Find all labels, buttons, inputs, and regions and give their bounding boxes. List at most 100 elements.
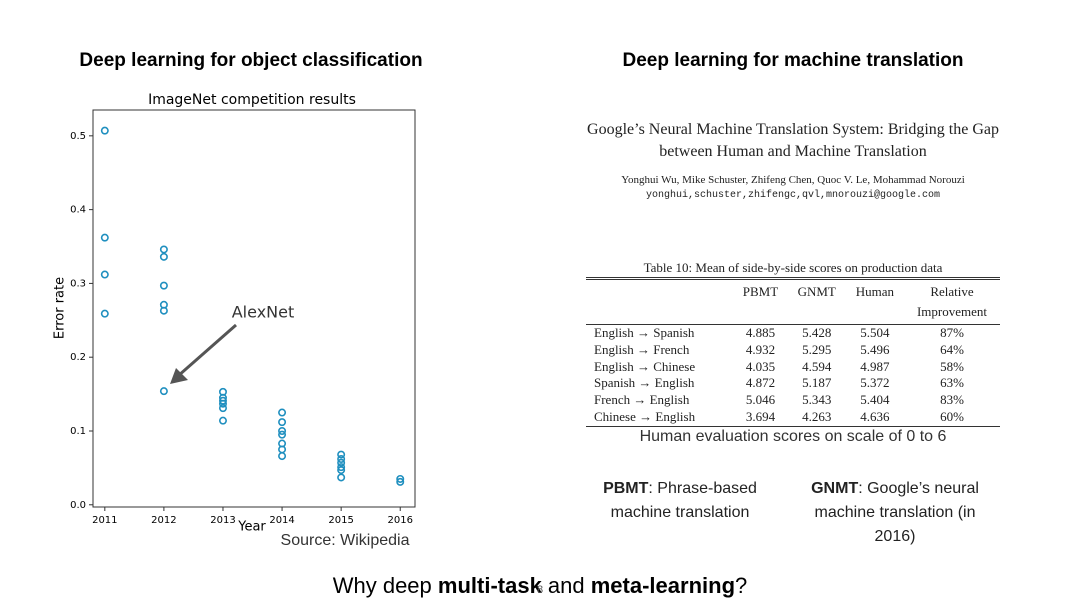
x-tick-label: 2012	[151, 515, 176, 526]
cell: 5.496	[860, 341, 890, 357]
header-cell: Human	[855, 284, 895, 299]
point	[159, 387, 168, 396]
question-part: ?	[735, 573, 747, 598]
y-axis-label: Error rate	[53, 277, 68, 339]
point	[337, 450, 346, 459]
cell: 4.987	[860, 358, 890, 374]
cell: 3.694	[745, 408, 776, 424]
table: PBMT GNMT Human Relative Improvement English…	[586, 277, 1000, 427]
right-title: Deep learning for machine translation	[622, 50, 963, 71]
arrow-head	[170, 368, 188, 384]
point	[159, 252, 168, 261]
point	[218, 404, 227, 413]
point	[337, 458, 346, 467]
point	[100, 233, 109, 242]
cell: 87%	[940, 325, 964, 340]
question-part: meta-learning	[591, 573, 735, 598]
cell: 5.372	[860, 375, 890, 391]
source: Source: Wikipedia	[281, 532, 410, 549]
header-cell: PBMT	[742, 284, 779, 299]
point	[337, 466, 346, 475]
y-tick-label: 0.1	[70, 426, 86, 437]
cell: 4.885	[745, 325, 776, 340]
cell: 64%	[940, 341, 964, 357]
y-tick-label: 0.3	[70, 278, 86, 289]
point	[100, 126, 109, 135]
cell: 5.343	[802, 392, 832, 408]
point	[218, 399, 227, 408]
table-row: English → Spanish 4.885 5.428 5.504 87%	[586, 325, 1000, 342]
table-note: Human evaluation scores on scale of 0 to…	[640, 428, 947, 445]
cell: 4.636	[860, 408, 890, 424]
header-cell: GNMT	[797, 284, 836, 299]
point	[278, 408, 287, 417]
left-title: Deep learning for object classification	[79, 50, 422, 71]
question: Why deep multi-task and meta-learning?	[333, 573, 748, 598]
point	[396, 474, 405, 483]
point	[218, 396, 227, 405]
plot-frame	[92, 109, 416, 508]
cell: 4.872	[745, 375, 776, 391]
cell: 83%	[940, 392, 964, 408]
table-row: French → English 5.046 5.343 5.404 83%	[586, 392, 1000, 409]
point	[218, 416, 227, 425]
cell: English → Spanish	[594, 325, 695, 340]
definition-term: PBMT	[603, 480, 649, 497]
point	[337, 455, 346, 464]
cell: 4.594	[802, 358, 832, 374]
definition: PBMT: Phrase-based machine translation	[585, 477, 775, 525]
header-row: PBMT GNMT Human Relative Improvement	[586, 279, 1000, 325]
table-row: English → French 4.932 5.295 5.496 64%	[586, 342, 1000, 359]
y-tick-label: 0.2	[70, 352, 86, 363]
slide-number: 8	[537, 584, 543, 596]
question-part: and	[542, 573, 591, 598]
point	[159, 306, 168, 315]
question-part: multi-task	[438, 573, 543, 598]
paper-authors: Yonghui Wu, Mike Schuster, Zhifeng Chen,…	[621, 174, 965, 186]
point	[100, 270, 109, 279]
table-row: Chinese → English 3.694 4.263 4.636 60%	[586, 409, 1000, 426]
x-tick-label: 2016	[388, 515, 413, 526]
cell: Chinese → English	[594, 408, 696, 424]
x-tick-label: 2011	[92, 515, 117, 526]
header-cell: Relative Improvement	[916, 284, 988, 319]
cell: French → English	[594, 392, 690, 408]
point	[278, 426, 287, 435]
cell: 63%	[940, 375, 964, 391]
annotation: AlexNet	[232, 303, 295, 322]
point	[159, 245, 168, 254]
cell: 4.035	[745, 358, 776, 374]
cell: 58%	[940, 358, 964, 374]
cell: 5.404	[860, 392, 890, 408]
point	[337, 463, 346, 472]
point	[278, 430, 287, 439]
definition-text: : Google’s neural machine translation (i…	[814, 480, 979, 545]
x-tick-label: 2014	[269, 515, 294, 526]
table-body: English → Spanish 4.885 5.428 5.504 87% Engli…	[586, 325, 1000, 427]
cell: 4.932	[745, 341, 776, 357]
y-tick-label: 0.0	[70, 500, 86, 511]
x-tick-label: 2015	[328, 515, 353, 526]
cell: Spanish → English	[594, 375, 695, 391]
paper-emails: yonghui,schuster,zhifengc,qvl,mnorouzi@g…	[645, 190, 941, 201]
y-tick-label: 0.5	[70, 131, 86, 142]
x-tick-label: 2013	[210, 515, 235, 526]
cell: 60%	[940, 408, 964, 424]
cell: 5.504	[860, 325, 890, 340]
definition-term: GNMT	[811, 480, 859, 497]
chart-title: ImageNet competition results	[148, 92, 356, 108]
header-cell	[586, 279, 733, 325]
table-row: English → Chinese 4.035 4.594 4.987 58%	[586, 359, 1000, 376]
point	[337, 473, 346, 482]
point	[278, 418, 287, 427]
point	[159, 281, 168, 290]
point	[278, 452, 287, 461]
cell: 5.187	[802, 375, 832, 391]
table-caption: Table 10: Mean of side-by-side scores on…	[643, 260, 943, 275]
definition-text: : Phrase-based machine translation	[610, 480, 757, 521]
annotation-arrow	[177, 323, 237, 378]
paper-title: Google’s Neural Machine Translation Syst…	[587, 121, 999, 160]
cell: 4.263	[802, 408, 832, 424]
